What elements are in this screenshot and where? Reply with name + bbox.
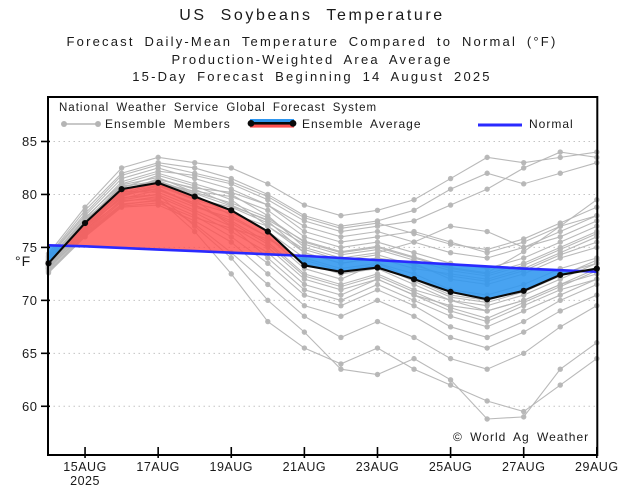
svg-text:23AUG: 23AUG — [356, 460, 400, 474]
legend-normal-label: Normal — [529, 117, 574, 131]
legend-ensemble-average-label: Ensemble Average — [302, 117, 422, 131]
svg-text:60: 60 — [22, 399, 37, 414]
svg-text:21AUG: 21AUG — [283, 460, 327, 474]
svg-text:65: 65 — [22, 346, 37, 361]
chart-subtitle-2: Production-Weighted Area Average — [171, 52, 453, 67]
copyright-watermark: © World Ag Weather — [453, 430, 590, 444]
svg-text:27AUG: 27AUG — [502, 460, 546, 474]
svg-text:75: 75 — [22, 240, 37, 255]
svg-text:80: 80 — [22, 187, 37, 202]
chart-subtitle-1: Forecast Daily-Mean Temperature Compared… — [66, 34, 558, 49]
y-axis-unit-label: °F — [15, 253, 32, 269]
plot-border — [47, 96, 599, 456]
svg-text:85: 85 — [22, 134, 37, 149]
svg-text:17AUG: 17AUG — [136, 460, 180, 474]
normal-line — [48, 243, 597, 274]
svg-text:25AUG: 25AUG — [429, 460, 473, 474]
svg-text:70: 70 — [22, 293, 37, 308]
svg-text:19AUG: 19AUG — [210, 460, 254, 474]
legend-header: National Weather Service Global Forecast… — [59, 102, 378, 114]
svg-text:29AUG: 29AUG — [575, 460, 619, 474]
x-axis-year-label: 2025 — [70, 474, 100, 488]
legend-ensemble-members-label: Ensemble Members — [105, 117, 231, 131]
chart-subtitle-3: 15-Day Forecast Beginning 14 August 2025 — [132, 69, 492, 84]
chart-title: US Soybeans Temperature — [179, 7, 445, 24]
ensemble-average-line — [45, 179, 600, 303]
svg-text:15AUG: 15AUG — [63, 460, 107, 474]
